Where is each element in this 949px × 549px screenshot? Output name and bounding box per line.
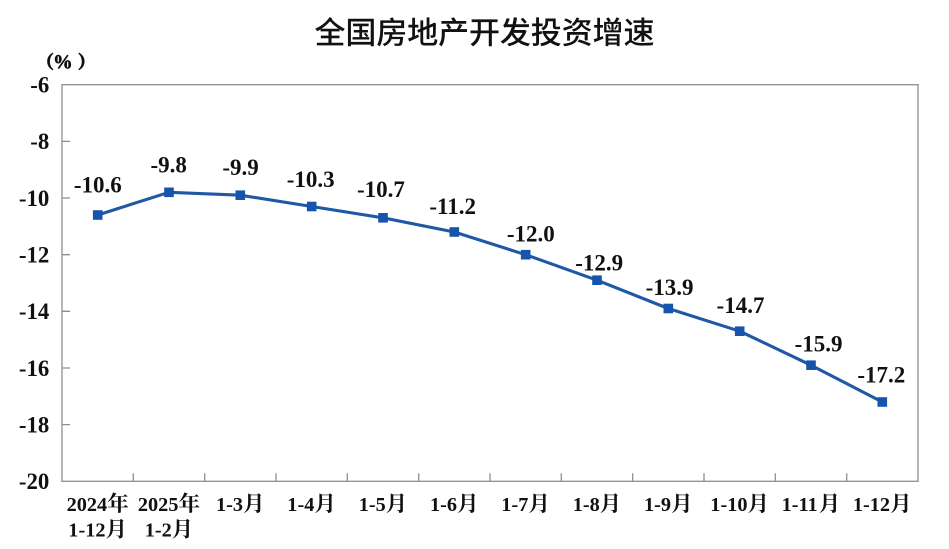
svg-text:1-7: 1-7 xyxy=(501,494,528,516)
svg-text:-20: -20 xyxy=(19,469,49,494)
svg-text:-12.9: -12.9 xyxy=(575,250,623,275)
svg-text:1-12: 1-12 xyxy=(853,494,890,516)
svg-text:1-8: 1-8 xyxy=(573,494,600,516)
svg-text:-15.9: -15.9 xyxy=(795,332,843,357)
svg-text:2025: 2025 xyxy=(138,494,179,516)
svg-text:-10: -10 xyxy=(19,186,49,211)
svg-text:-6: -6 xyxy=(30,73,49,98)
svg-text:-12: -12 xyxy=(19,243,49,268)
svg-text:1-12: 1-12 xyxy=(68,520,105,542)
svg-text:-8: -8 xyxy=(30,129,49,154)
svg-text:-18: -18 xyxy=(19,412,49,437)
svg-text:-10.7: -10.7 xyxy=(357,177,405,202)
svg-text:-10.6: -10.6 xyxy=(74,173,122,198)
svg-text:-16: -16 xyxy=(19,356,49,381)
svg-text:1-9: 1-9 xyxy=(644,494,671,516)
svg-text:-14.7: -14.7 xyxy=(717,293,765,318)
svg-text:1-6: 1-6 xyxy=(430,494,457,516)
svg-text:1-3: 1-3 xyxy=(216,494,243,516)
svg-text:-17.2: -17.2 xyxy=(857,363,905,388)
svg-text:2024: 2024 xyxy=(67,494,108,516)
svg-text:1-11: 1-11 xyxy=(782,494,818,516)
svg-text:-12.0: -12.0 xyxy=(507,222,555,247)
svg-text:-14: -14 xyxy=(19,299,49,324)
svg-text:-9.8: -9.8 xyxy=(150,153,186,178)
svg-text:1-4: 1-4 xyxy=(287,494,314,516)
svg-text:1-10: 1-10 xyxy=(710,494,747,516)
svg-text:-13.9: -13.9 xyxy=(646,275,694,300)
svg-text:-11.2: -11.2 xyxy=(429,194,476,219)
svg-text:-10.3: -10.3 xyxy=(287,167,335,192)
svg-text:1-5: 1-5 xyxy=(359,494,386,516)
svg-text:1-2: 1-2 xyxy=(145,520,172,542)
svg-text:-9.9: -9.9 xyxy=(222,155,258,180)
